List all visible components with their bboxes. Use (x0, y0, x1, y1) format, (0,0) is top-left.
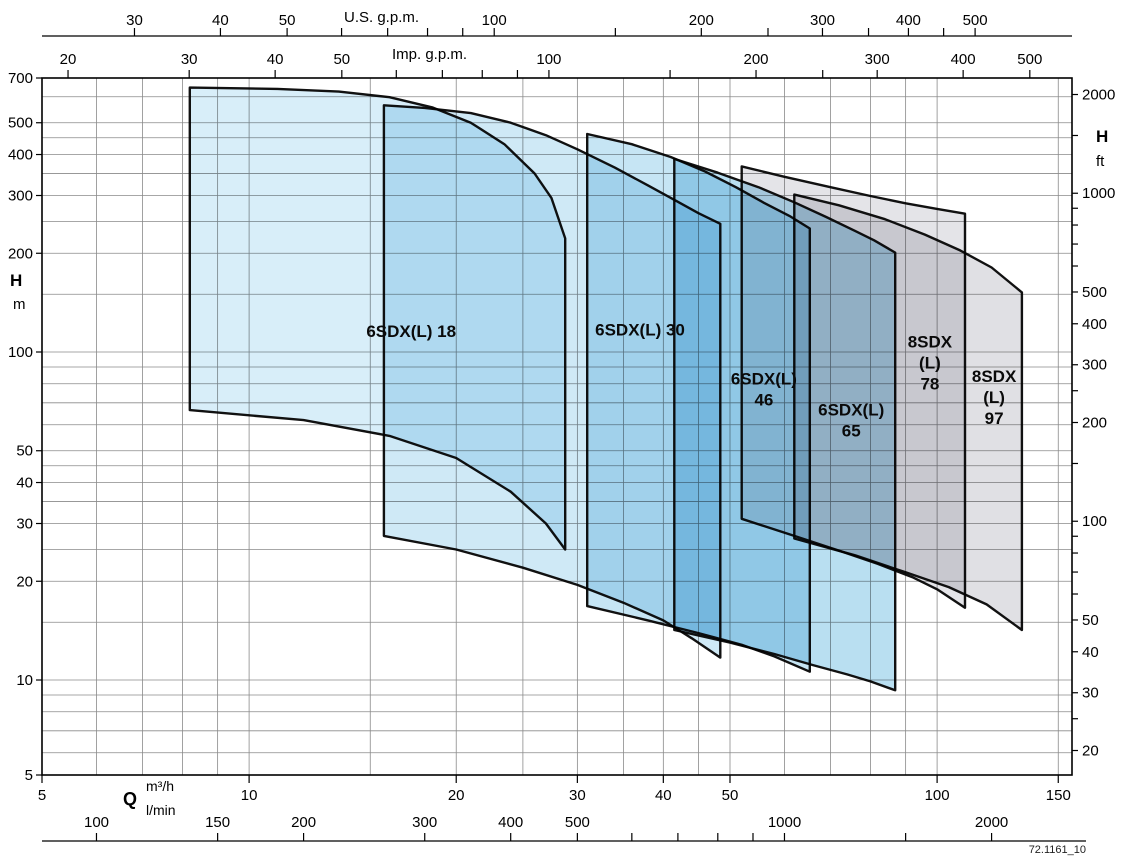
head-ft-tick-label: 40 (1082, 644, 1099, 661)
head-m-tick-label: 50 (16, 443, 33, 460)
pump-label-6sdxl-30: 6SDX(L) 30 (595, 321, 685, 340)
head-ft-tick-label: 30 (1082, 685, 1099, 702)
pump-label-6sdxl-46: 46 (754, 391, 773, 410)
head-ft-tick-label: 200 (1082, 415, 1107, 432)
imp-gpm-tick-label: 20 (60, 51, 77, 68)
us-gpm-axis-title: U.S. g.p.m. (344, 9, 420, 26)
pump-label-6sdxl-18: 6SDX(L) 18 (366, 322, 456, 341)
head-m-tick-label: 20 (16, 573, 33, 590)
head-ft-tick-label: 20 (1082, 743, 1099, 760)
head-m-tick-label: 300 (8, 188, 33, 205)
us-gpm-tick-label: 400 (896, 12, 921, 29)
head-right-axis-unit: ft (1096, 153, 1105, 170)
m3h-tick-label: 20 (448, 787, 465, 804)
us-gpm-tick-label: 100 (482, 12, 507, 29)
head-m-tick-label: 10 (16, 672, 33, 689)
head-m-tick-label: 500 (8, 115, 33, 132)
imp-gpm-axis-title: Imp. g.p.m. (392, 46, 468, 63)
pump-label-8sdxl-97: (L) (983, 388, 1005, 407)
imp-gpm-tick-label: 500 (1017, 51, 1042, 68)
head-m-tick-label: 200 (8, 245, 33, 262)
us-gpm-tick-label: 50 (279, 12, 296, 29)
imp-gpm-tick-label: 300 (865, 51, 890, 68)
figure-code: 72.1161_10 (1028, 844, 1086, 856)
m3h-tick-label: 5 (38, 787, 46, 804)
head-left-axis-label: H (10, 271, 23, 290)
head-ft-tick-label: 1000 (1082, 185, 1115, 202)
pump-label-6sdxl-65: 6SDX(L) (818, 401, 884, 420)
lmin-tick-label: 150 (205, 814, 230, 831)
head-ft-tick-label: 50 (1082, 612, 1099, 629)
pump-label-6sdxl-46: 6SDX(L) (731, 370, 797, 389)
head-m-tick-label: 400 (8, 147, 33, 164)
pump-label-6sdxl-65: 65 (842, 422, 861, 441)
imp-gpm-tick-label: 30 (181, 51, 198, 68)
lmin-tick-label: 2000 (975, 814, 1008, 831)
m3h-tick-label: 50 (722, 787, 739, 804)
head-left-axis-unit: m (13, 296, 26, 313)
m3h-tick-label: 40 (655, 787, 672, 804)
head-m-tick-label: 5 (25, 767, 33, 784)
lmin-tick-label: 400 (498, 814, 523, 831)
imp-gpm-tick-label: 400 (951, 51, 976, 68)
lmin-tick-label: 200 (291, 814, 316, 831)
head-ft-tick-label: 400 (1082, 316, 1107, 333)
lmin-tick-label: 1000 (768, 814, 801, 831)
head-ft-tick-label: 500 (1082, 284, 1107, 301)
lmin-tick-label: 500 (565, 814, 590, 831)
plot-frame (41, 77, 1073, 776)
pump-label-8sdxl-78: 78 (920, 374, 939, 393)
head-m-tick-label: 40 (16, 475, 33, 492)
pump-label-8sdxl-78: (L) (919, 353, 941, 372)
us-gpm-tick-label: 40 (212, 12, 229, 29)
pump-label-8sdxl-97: 97 (985, 409, 1004, 428)
head-m-tick-label: 100 (8, 344, 33, 361)
flow-axis-label: Q (123, 789, 138, 809)
lmin-tick-label: 300 (412, 814, 437, 831)
m3h-tick-label: 30 (569, 787, 586, 804)
m3h-tick-label: 10 (241, 787, 258, 804)
pump-region-8sdxl-97 (793, 193, 1024, 632)
pump-label-8sdxl-97: 8SDX (972, 367, 1017, 386)
pump-label-8sdxl-78: 8SDX (908, 332, 953, 351)
imp-gpm-tick-label: 100 (536, 51, 561, 68)
head-m-tick-label: 30 (16, 516, 33, 533)
us-gpm-tick-label: 300 (810, 12, 835, 29)
lmin-tick-label: 100 (84, 814, 109, 831)
head-right-axis-label: H (1096, 127, 1109, 146)
head-m-tick-label: 700 (8, 70, 33, 87)
imp-gpm-tick-label: 40 (267, 51, 284, 68)
imp-gpm-tick-label: 200 (743, 51, 768, 68)
us-gpm-tick-label: 200 (689, 12, 714, 29)
flow-axis-unit-lmin: l/min (146, 802, 176, 818)
us-gpm-tick-label: 500 (963, 12, 988, 29)
head-ft-tick-label: 2000 (1082, 87, 1115, 104)
m3h-tick-label: 150 (1046, 787, 1071, 804)
head-ft-tick-label: 100 (1082, 513, 1107, 530)
flow-axis-unit-m3h: m³/h (146, 778, 174, 794)
imp-gpm-tick-label: 50 (333, 51, 350, 68)
m3h-tick-label: 100 (925, 787, 950, 804)
head-ft-tick-label: 300 (1082, 357, 1107, 374)
us-gpm-tick-label: 30 (126, 12, 143, 29)
